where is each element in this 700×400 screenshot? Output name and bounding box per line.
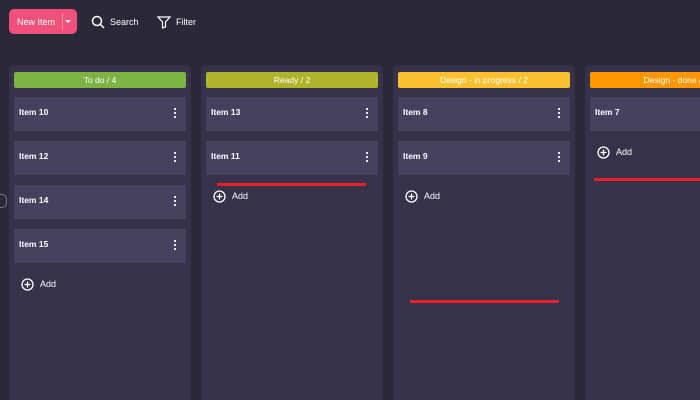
add-button[interactable]: Add [21,276,56,292]
card-menu[interactable] [173,195,177,207]
add-icon [597,145,610,159]
search-button[interactable]: Search [91,14,139,30]
card[interactable]: Item 8 [398,97,570,131]
add-label: Add [616,147,633,157]
card-menu[interactable] [557,107,561,119]
card[interactable]: Item 7 [590,97,700,131]
card-menu[interactable] [173,239,177,251]
card-title: Item 10 [19,107,49,117]
add-label: Add [424,191,441,201]
card-title: Item 9 [403,151,428,161]
card-menu[interactable] [365,151,369,163]
add-label: Add [232,191,249,201]
drop-indicator [217,183,366,186]
card-menu[interactable] [365,107,369,119]
column-header: Design - done / 1 [590,72,700,88]
card-title: Item 11 [211,151,240,161]
card[interactable]: Item 14 [14,185,186,219]
filter-icon [157,16,171,29]
card-menu[interactable] [173,107,177,119]
card-title: Item 15 [19,239,49,249]
separator [62,13,63,30]
column: Ready / 2 Item 13 Item 11 Add [201,65,383,400]
add-icon [21,277,34,291]
card[interactable]: Item 11 [206,141,378,175]
card[interactable]: Item 13 [206,97,378,131]
new-item-button[interactable]: New Item [9,9,77,34]
card-menu[interactable] [173,151,177,163]
add-label: Add [40,279,57,289]
column-header: To do / 4 [14,72,186,88]
drop-indicator [410,300,559,303]
column: Design - done / 1 Item 7 Add [585,65,700,400]
scroll-handle[interactable] [0,194,7,208]
filter-button[interactable]: Filter [157,14,196,30]
card[interactable]: Item 15 [14,229,186,263]
drop-indicator [594,178,700,181]
card-title: Item 14 [19,195,49,205]
add-button[interactable]: Add [597,144,632,160]
card[interactable]: Item 10 [14,97,186,131]
card[interactable]: Item 12 [14,141,186,175]
add-icon [213,189,226,203]
add-button[interactable]: Add [405,188,440,204]
new-item-label: New Item [17,17,56,27]
filter-label: Filter [176,17,196,27]
card[interactable]: Item 9 [398,141,570,175]
card-menu[interactable] [557,151,561,163]
add-icon [405,189,418,203]
card-title: Item 13 [211,107,241,117]
card-title: Item 12 [19,151,49,161]
column-header: Design - in progress / 2 [398,72,570,88]
card-title: Item 8 [403,107,428,117]
search-icon [91,15,105,29]
column-header: Ready / 2 [206,72,378,88]
add-button[interactable]: Add [213,188,248,204]
column: To do / 4 Item 10 Item 12 Item 14 Item 15 Add [9,65,191,400]
card-title: Item 7 [595,107,620,117]
search-label: Search [110,17,139,27]
dropdown-caret[interactable] [65,20,71,23]
column: Design - in progress / 2 Item 8 Item 9 Add [393,65,575,400]
